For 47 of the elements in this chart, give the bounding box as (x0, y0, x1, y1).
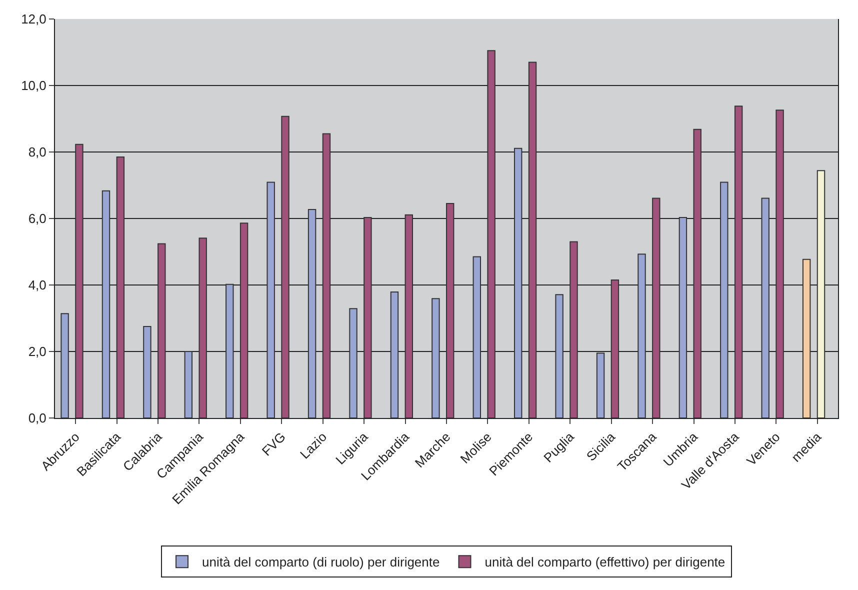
bar (528, 62, 537, 418)
bar (446, 203, 454, 418)
bar (308, 209, 316, 418)
bar (487, 50, 496, 418)
bar (432, 298, 440, 418)
bar (349, 308, 358, 418)
y-tick-label: 10,0 (21, 78, 46, 94)
bar (678, 217, 688, 418)
bar (555, 294, 564, 418)
bar (75, 144, 84, 418)
bar (570, 241, 578, 418)
legend-label: unità del comparto (di ruolo) per dirigente (202, 554, 440, 570)
y-tick-label: 0,0 (28, 410, 46, 426)
bar (638, 254, 646, 418)
bar (281, 116, 290, 418)
bar (240, 222, 248, 418)
bar (184, 351, 193, 418)
bar (266, 182, 275, 418)
bar (652, 198, 660, 418)
y-tick-label: 4,0 (28, 278, 46, 293)
bar (610, 280, 620, 418)
bar (143, 326, 152, 418)
bar (816, 170, 826, 418)
bar (60, 313, 69, 418)
legend-label: unità del comparto (effettivo) per dirigente (484, 554, 726, 570)
bar (226, 284, 234, 418)
bar (472, 256, 481, 418)
y-tick-label: 2,0 (28, 344, 46, 360)
bar (322, 133, 331, 418)
bar (596, 352, 605, 418)
bar (802, 258, 811, 418)
bar (693, 128, 702, 418)
bar (776, 110, 784, 418)
y-tick-label: 6,0 (28, 211, 46, 226)
bar (720, 182, 728, 418)
bar (198, 238, 207, 418)
y-tick-label: 8,0 (28, 144, 46, 160)
bar (404, 214, 413, 418)
bar (102, 190, 110, 418)
bar (116, 156, 125, 418)
y-tick-label: 12,0 (21, 12, 46, 27)
bar (364, 217, 372, 418)
bar (734, 106, 743, 418)
bar (514, 148, 522, 418)
bar (761, 198, 770, 418)
bar (390, 291, 399, 418)
bar (158, 243, 166, 418)
